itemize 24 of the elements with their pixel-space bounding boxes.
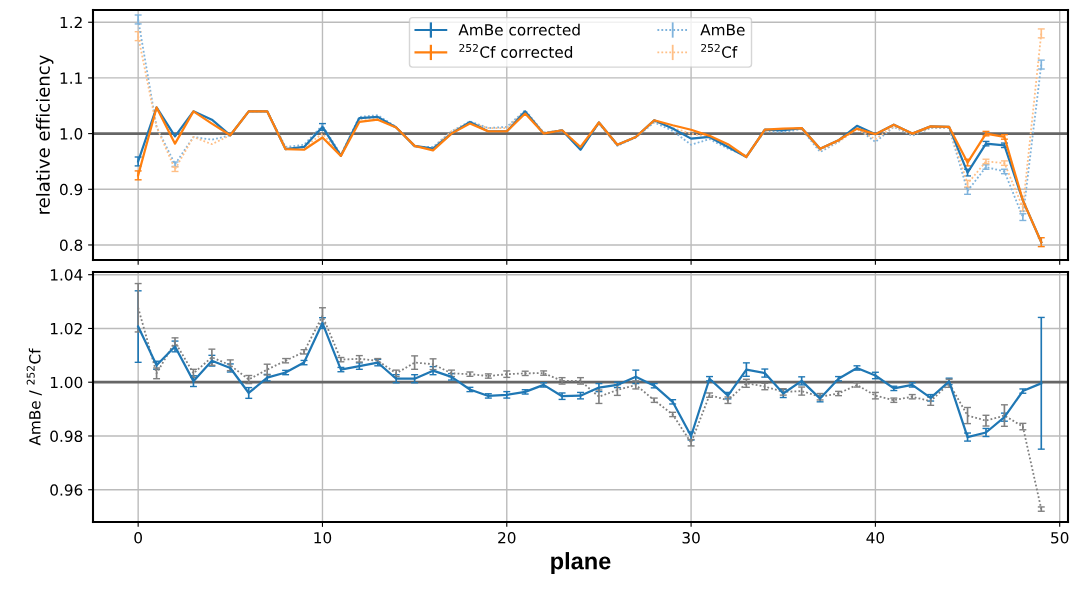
x-axis-title: plane (551, 552, 611, 575)
legend-label: $^{252}$Cf (701, 43, 738, 58)
y-axis-title: relative efficiency (35, 55, 54, 214)
y-tick-label: 0.8 (59, 239, 83, 251)
y-tick-label: 0.96 (50, 484, 83, 496)
y-tick-label: 0.98 (50, 430, 83, 442)
x-tick-label: 0 (134, 531, 142, 544)
x-tick-label: 10 (314, 531, 332, 544)
line-series (137, 106, 1043, 244)
x-tick-label: 30 (682, 531, 700, 544)
x-tick-label: 40 (866, 531, 885, 544)
y-tick-label: 0.9 (59, 183, 83, 196)
y-tick-label: 1.04 (50, 269, 83, 281)
y-axis-title: AmBe / $^{252}$Cf (26, 348, 42, 446)
y-tick-label: 1.2 (60, 16, 82, 29)
x-tick-label: 20 (498, 531, 516, 544)
legend-label: $^{252}$Cf corrected (459, 43, 573, 58)
legend-label: AmBe (700, 24, 745, 36)
y-tick-label: 1.00 (50, 376, 83, 389)
y-tick-label: 1.02 (50, 322, 82, 335)
y-tick-label: 1.1 (60, 72, 82, 84)
y-tick-label: 1.0 (60, 128, 83, 140)
x-tick-label: 50 (1051, 531, 1069, 544)
legend-label: AmBe corrected (458, 23, 580, 36)
